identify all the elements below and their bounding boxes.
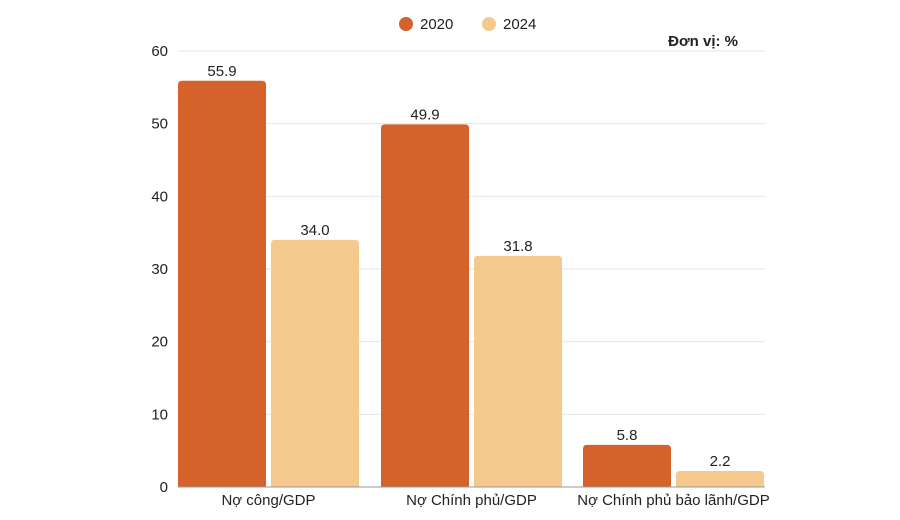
bar-2020-3 (583, 444, 671, 487)
data-label-2020-2: 49.9 (410, 106, 439, 123)
legend-swatch-2020 (399, 17, 413, 31)
gridlines (178, 50, 765, 415)
bar-2020-2 (381, 124, 469, 487)
bar-2020-1 (178, 80, 266, 487)
bars (178, 80, 764, 487)
y-tick-label: 40 (151, 188, 168, 205)
bar-2024-2 (474, 255, 562, 487)
y-axis-ticks: 0 10 20 30 40 50 60 (151, 43, 168, 496)
data-label-2024-2: 31.8 (503, 238, 532, 255)
y-tick-label: 10 (151, 406, 168, 423)
data-label-2020-1: 55.9 (207, 63, 236, 80)
y-tick-label: 50 (151, 116, 168, 133)
x-axis-categories: Nợ công/GDP Nợ Chính phủ/GDP Nợ Chính phủ … (221, 492, 769, 509)
data-label-2024-1: 34.0 (300, 222, 329, 239)
bar-2024-3 (676, 471, 764, 487)
unit-label: Đơn vị: % (668, 33, 738, 50)
y-tick-label: 0 (160, 479, 168, 496)
y-tick-label: 30 (151, 261, 168, 278)
category-label-2: Nợ Chính phủ/GDP (406, 492, 537, 509)
legend: 2020 2024 (399, 16, 536, 33)
data-label-2024-3: 2.2 (710, 453, 731, 470)
data-labels: 55.9 49.9 5.8 34.0 31.8 2.2 (207, 63, 730, 470)
legend-swatch-2024 (482, 17, 496, 31)
y-tick-label: 60 (151, 43, 168, 60)
y-tick-label: 20 (151, 334, 168, 351)
data-label-2020-3: 5.8 (617, 427, 638, 444)
legend-label-2024: 2024 (503, 16, 536, 33)
category-label-1: Nợ công/GDP (221, 492, 315, 509)
bar-2024-1 (271, 239, 359, 487)
legend-label-2020: 2020 (420, 16, 453, 33)
category-label-3: Nợ Chính phủ bảo lãnh/GDP (577, 492, 769, 509)
